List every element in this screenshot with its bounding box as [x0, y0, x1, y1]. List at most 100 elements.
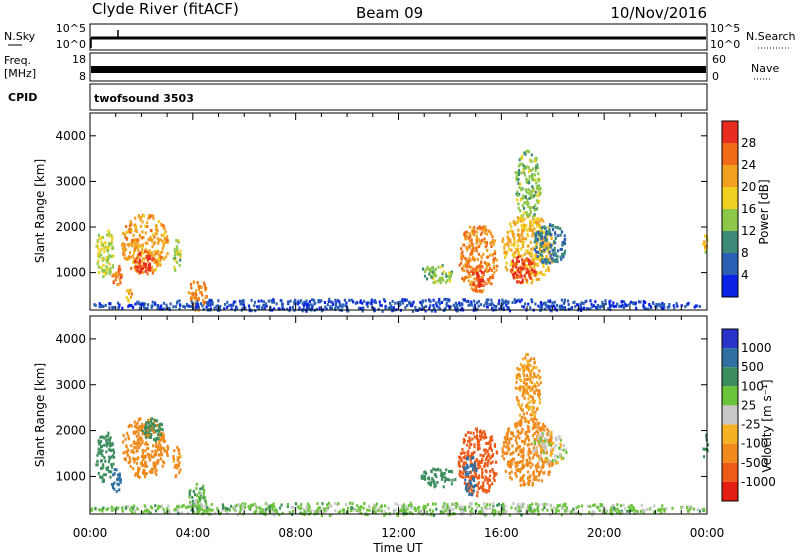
data-cell	[151, 300, 154, 304]
data-cell	[536, 186, 539, 190]
data-cell	[465, 466, 468, 470]
data-cell	[558, 455, 561, 459]
data-cell	[404, 298, 407, 302]
data-cell	[649, 305, 652, 309]
data-cell	[443, 504, 446, 508]
data-cell	[147, 425, 150, 429]
data-cell	[475, 506, 478, 510]
data-cell	[151, 271, 154, 275]
data-cell	[538, 441, 541, 444]
data-cell	[329, 300, 333, 304]
data-cell	[253, 304, 256, 308]
data-cell	[312, 298, 316, 302]
data-cell	[440, 472, 443, 476]
data-cell	[458, 469, 462, 473]
data-cell	[174, 464, 177, 467]
data-cell	[129, 464, 132, 468]
data-cell	[190, 298, 193, 302]
data-cell	[140, 236, 144, 240]
data-cell	[591, 510, 594, 514]
data-cell	[186, 304, 189, 308]
data-cell	[509, 465, 512, 469]
data-cell	[434, 502, 437, 506]
data-cell	[524, 382, 527, 386]
data-cell	[531, 229, 534, 233]
data-cell	[449, 508, 452, 512]
data-cell	[429, 483, 432, 487]
data-cell	[188, 493, 191, 496]
data-cell	[426, 503, 429, 507]
data-cell	[504, 469, 507, 473]
data-cell	[337, 306, 340, 310]
data-cell	[567, 303, 570, 307]
data-cell	[125, 225, 128, 228]
data-cell	[225, 305, 229, 309]
data-cell	[521, 439, 524, 443]
data-cell	[505, 433, 508, 437]
data-cell	[425, 305, 428, 308]
data-cell	[402, 505, 405, 509]
data-cell	[161, 239, 164, 243]
data-cell	[98, 508, 101, 512]
data-cell	[154, 509, 157, 513]
data-cell	[525, 382, 528, 386]
data-cell	[663, 509, 666, 513]
data-cell	[238, 510, 241, 514]
data-cell	[509, 437, 512, 441]
data-cell	[672, 304, 675, 308]
data-cell	[293, 508, 297, 512]
data-cell	[126, 450, 129, 454]
data-cell	[518, 236, 521, 240]
data-cell	[361, 301, 364, 305]
data-cell	[218, 307, 221, 311]
data-cell	[548, 462, 551, 466]
data-cell	[560, 457, 563, 461]
data-cell	[484, 461, 487, 465]
data-cell	[144, 505, 147, 509]
data-cell	[448, 279, 452, 283]
data-cell	[550, 433, 553, 437]
data-cell	[681, 505, 684, 509]
data-cell	[599, 305, 602, 309]
data-cell	[525, 420, 528, 423]
data-cell	[396, 514, 399, 517]
data-cell	[491, 453, 495, 457]
data-cell	[513, 272, 516, 275]
data-cell	[447, 513, 450, 517]
data-cell	[128, 423, 131, 427]
data-cell	[540, 469, 543, 473]
data-cell	[192, 504, 196, 508]
data-cell	[552, 506, 556, 510]
data-cell	[476, 476, 479, 480]
data-cell	[522, 206, 526, 210]
data-cell	[533, 194, 536, 198]
data-cell	[406, 304, 409, 307]
data-cell	[460, 261, 463, 265]
data-cell	[96, 244, 99, 248]
data-cell	[615, 511, 618, 515]
data-cell	[517, 181, 520, 185]
data-cell	[542, 461, 545, 464]
data-cell	[552, 259, 555, 263]
data-cell	[604, 302, 607, 306]
data-cell	[524, 431, 527, 435]
data-cell	[521, 428, 524, 432]
data-cell	[158, 441, 161, 445]
data-cell	[535, 450, 539, 454]
data-cell	[149, 251, 152, 255]
data-cell	[483, 261, 486, 265]
data-cell	[434, 468, 437, 472]
data-cell	[161, 256, 164, 260]
data-cell	[642, 508, 645, 512]
data-cell	[552, 253, 555, 257]
data-cell	[469, 455, 472, 459]
data-cell	[145, 447, 149, 451]
data-cell	[465, 264, 468, 268]
data-cell	[530, 417, 533, 421]
data-cell	[192, 489, 195, 493]
data-cell	[102, 435, 105, 439]
velocity-colorbar-tick: -25	[741, 418, 761, 432]
data-cell	[529, 207, 532, 211]
data-cell	[497, 502, 501, 506]
data-cell	[546, 427, 549, 431]
